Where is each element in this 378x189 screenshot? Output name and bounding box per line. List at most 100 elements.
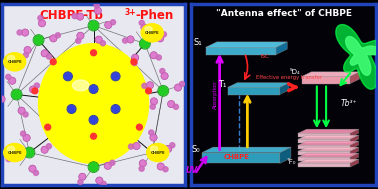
Ellipse shape (68, 105, 75, 113)
Text: CHBPE-Tb: CHBPE-Tb (40, 9, 104, 22)
Ellipse shape (105, 22, 111, 28)
Ellipse shape (174, 104, 178, 109)
Ellipse shape (33, 170, 39, 175)
Ellipse shape (39, 44, 149, 163)
Ellipse shape (105, 163, 111, 169)
Ellipse shape (132, 55, 138, 61)
Ellipse shape (147, 82, 153, 88)
Ellipse shape (122, 38, 128, 43)
Ellipse shape (170, 143, 175, 148)
Ellipse shape (79, 174, 85, 180)
Polygon shape (280, 147, 291, 163)
Text: S₁: S₁ (194, 38, 202, 47)
Ellipse shape (50, 59, 56, 65)
Ellipse shape (112, 73, 119, 80)
Text: CHBPE: CHBPE (145, 31, 160, 35)
Text: Tb³⁺: Tb³⁺ (341, 99, 358, 108)
Ellipse shape (145, 26, 152, 32)
Ellipse shape (8, 146, 15, 152)
Ellipse shape (22, 29, 28, 36)
Ellipse shape (17, 30, 22, 35)
Polygon shape (350, 159, 358, 167)
Ellipse shape (73, 80, 89, 91)
Ellipse shape (139, 20, 144, 25)
Ellipse shape (151, 98, 157, 104)
Ellipse shape (78, 179, 83, 184)
Ellipse shape (168, 101, 174, 107)
Ellipse shape (160, 68, 165, 74)
Ellipse shape (129, 144, 133, 149)
Ellipse shape (42, 147, 48, 153)
Polygon shape (298, 153, 358, 157)
Text: CHBPE: CHBPE (8, 60, 22, 64)
Polygon shape (298, 133, 350, 137)
Ellipse shape (163, 167, 168, 172)
Ellipse shape (6, 74, 11, 79)
Ellipse shape (149, 130, 154, 135)
Ellipse shape (10, 153, 16, 159)
Ellipse shape (156, 55, 161, 60)
Ellipse shape (32, 88, 38, 94)
Text: Effective energy transfer: Effective energy transfer (256, 75, 322, 80)
Ellipse shape (34, 83, 39, 88)
Text: -Phen: -Phen (136, 9, 174, 22)
Ellipse shape (180, 81, 185, 86)
Ellipse shape (30, 86, 36, 92)
Ellipse shape (46, 144, 51, 149)
Ellipse shape (42, 50, 48, 56)
Text: UV: UV (186, 166, 198, 175)
Ellipse shape (132, 60, 137, 66)
Polygon shape (350, 141, 358, 149)
Polygon shape (350, 72, 359, 84)
Text: 3+: 3+ (125, 8, 136, 17)
Polygon shape (302, 76, 350, 84)
Ellipse shape (77, 33, 84, 39)
Ellipse shape (23, 135, 29, 141)
Ellipse shape (141, 25, 147, 31)
Ellipse shape (8, 56, 15, 61)
Ellipse shape (150, 135, 156, 140)
Polygon shape (276, 42, 287, 55)
Polygon shape (298, 135, 358, 139)
Ellipse shape (55, 33, 60, 38)
Ellipse shape (161, 73, 167, 79)
Ellipse shape (20, 131, 26, 136)
Ellipse shape (4, 143, 26, 162)
Text: T₁: T₁ (218, 80, 226, 89)
Polygon shape (298, 159, 358, 163)
Ellipse shape (150, 146, 158, 152)
Ellipse shape (96, 177, 102, 184)
Ellipse shape (94, 3, 99, 8)
Polygon shape (228, 87, 280, 94)
Polygon shape (302, 72, 359, 76)
Ellipse shape (131, 59, 137, 65)
Ellipse shape (91, 133, 96, 139)
Ellipse shape (95, 8, 101, 14)
Ellipse shape (23, 53, 28, 58)
Ellipse shape (146, 88, 152, 94)
Ellipse shape (6, 156, 11, 162)
Ellipse shape (159, 87, 167, 95)
Ellipse shape (175, 84, 181, 91)
Text: ISC: ISC (260, 54, 270, 59)
Polygon shape (336, 25, 378, 89)
Text: Absorption: Absorption (212, 80, 217, 109)
Ellipse shape (89, 21, 98, 30)
Ellipse shape (101, 181, 106, 186)
Ellipse shape (148, 148, 156, 157)
Polygon shape (298, 139, 350, 143)
Ellipse shape (141, 39, 149, 48)
Ellipse shape (89, 163, 98, 171)
Text: ⁷F₀: ⁷F₀ (287, 159, 296, 165)
Polygon shape (350, 153, 358, 161)
Polygon shape (202, 153, 280, 163)
Text: CHBPE: CHBPE (8, 151, 22, 155)
Ellipse shape (141, 24, 163, 42)
Ellipse shape (19, 108, 25, 114)
Polygon shape (298, 147, 358, 151)
Ellipse shape (77, 14, 83, 20)
Text: S₀: S₀ (192, 145, 200, 154)
Polygon shape (350, 147, 358, 155)
Polygon shape (206, 47, 276, 55)
Polygon shape (298, 157, 350, 161)
